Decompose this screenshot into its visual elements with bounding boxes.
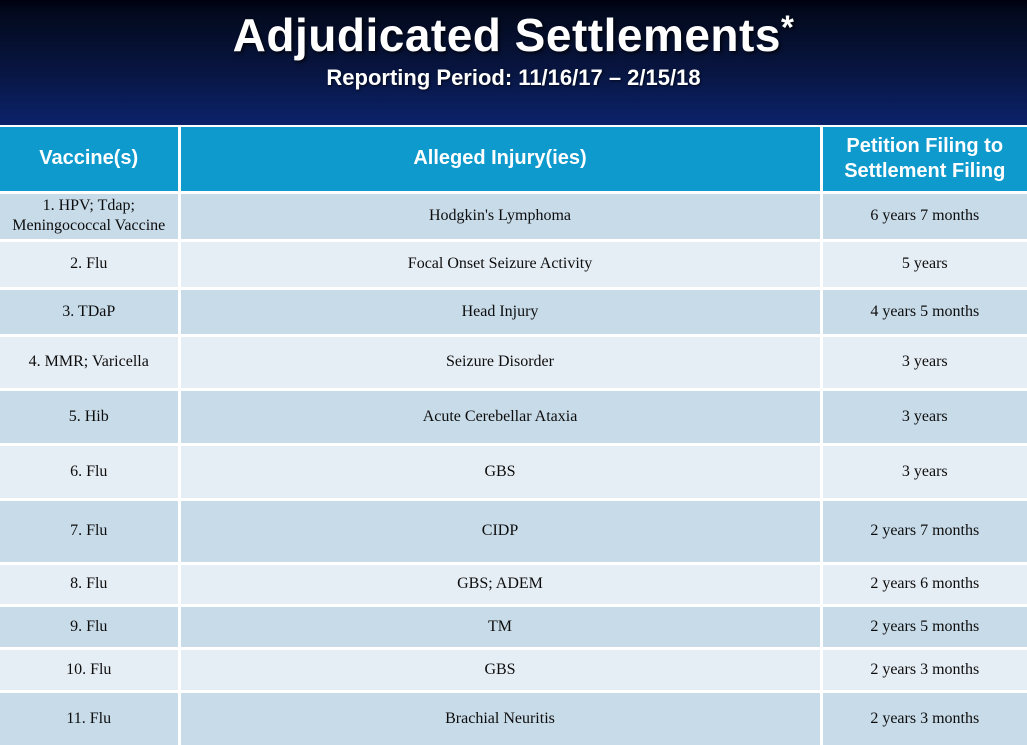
table-row: 5. Hib Acute Cerebellar Ataxia 3 years	[0, 387, 1027, 446]
reporting-period-subtitle: Reporting Period: 11/16/17 – 2/15/18	[326, 64, 701, 90]
cell-vaccine: 8. Flu	[0, 561, 181, 607]
cell-injury: Head Injury	[177, 286, 823, 337]
cell-duration: 2 years 5 months	[819, 603, 1027, 650]
cell-duration: 2 years 7 months	[819, 497, 1027, 565]
cell-vaccine: 6. Flu	[0, 442, 181, 501]
cell-vaccine: 4. MMR; Varicella	[0, 333, 181, 391]
cell-injury: Brachial Neuritis	[177, 689, 823, 745]
cell-vaccine: 5. Hib	[0, 387, 181, 446]
cell-vaccine: 1. HPV; Tdap; Meningococcal Vaccine	[0, 190, 181, 242]
cell-injury: GBS	[177, 442, 823, 501]
table-row: 4. MMR; Varicella Seizure Disorder 3 yea…	[0, 333, 1027, 391]
footnote-marker: *	[780, 9, 795, 47]
slide-title: Adjudicated Settlements*	[233, 10, 795, 61]
cell-injury: Hodgkin's Lymphoma	[177, 190, 823, 242]
cell-duration: 3 years	[819, 387, 1027, 446]
table-row: 8. Flu GBS; ADEM 2 years 6 months	[0, 561, 1027, 607]
cell-injury: Seizure Disorder	[177, 333, 823, 391]
cell-injury: CIDP	[177, 497, 823, 565]
cell-vaccine: 10. Flu	[0, 646, 181, 693]
cell-vaccine: 9. Flu	[0, 603, 181, 650]
table-row: 6. Flu GBS 3 years	[0, 442, 1027, 501]
table-row: 10. Flu GBS 2 years 3 months	[0, 646, 1027, 693]
column-header-alleged-injuries: Alleged Injury(ies)	[177, 125, 823, 194]
cell-injury: GBS; ADEM	[177, 561, 823, 607]
cell-injury: Acute Cerebellar Ataxia	[177, 387, 823, 446]
table-row: 7. Flu CIDP 2 years 7 months	[0, 497, 1027, 565]
cell-duration: 6 years 7 months	[819, 190, 1027, 242]
cell-duration: 4 years 5 months	[819, 286, 1027, 337]
cell-vaccine: 11. Flu	[0, 689, 181, 745]
cell-vaccine: 7. Flu	[0, 497, 181, 565]
table-row: 11. Flu Brachial Neuritis 2 years 3 mont…	[0, 689, 1027, 745]
table-row: 9. Flu TM 2 years 5 months	[0, 603, 1027, 650]
cell-duration: 2 years 3 months	[819, 646, 1027, 693]
slide-header: Adjudicated Settlements* Reporting Perio…	[0, 0, 1027, 125]
table-row: 1. HPV; Tdap; Meningococcal Vaccine Hodg…	[0, 190, 1027, 242]
column-header-petition-to-settlement: Petition Filing to Settlement Filing	[819, 125, 1027, 194]
cell-injury: GBS	[177, 646, 823, 693]
cell-vaccine: 3. TDaP	[0, 286, 181, 337]
cell-duration: 2 years 6 months	[819, 561, 1027, 607]
table-header-row: Vaccine(s) Alleged Injury(ies) Petition …	[0, 125, 1027, 194]
table-row: 3. TDaP Head Injury 4 years 5 months	[0, 286, 1027, 337]
cell-duration: 3 years	[819, 442, 1027, 501]
cell-duration: 3 years	[819, 333, 1027, 391]
settlements-table: Vaccine(s) Alleged Injury(ies) Petition …	[0, 125, 1027, 745]
column-header-vaccines: Vaccine(s)	[0, 125, 181, 194]
cell-injury: Focal Onset Seizure Activity	[177, 238, 823, 290]
table-row: 2. Flu Focal Onset Seizure Activity 5 ye…	[0, 238, 1027, 290]
cell-vaccine: 2. Flu	[0, 238, 181, 290]
cell-duration: 2 years 3 months	[819, 689, 1027, 745]
slide-title-text: Adjudicated Settlements	[232, 9, 781, 61]
cell-duration: 5 years	[819, 238, 1027, 290]
cell-injury: TM	[177, 603, 823, 650]
